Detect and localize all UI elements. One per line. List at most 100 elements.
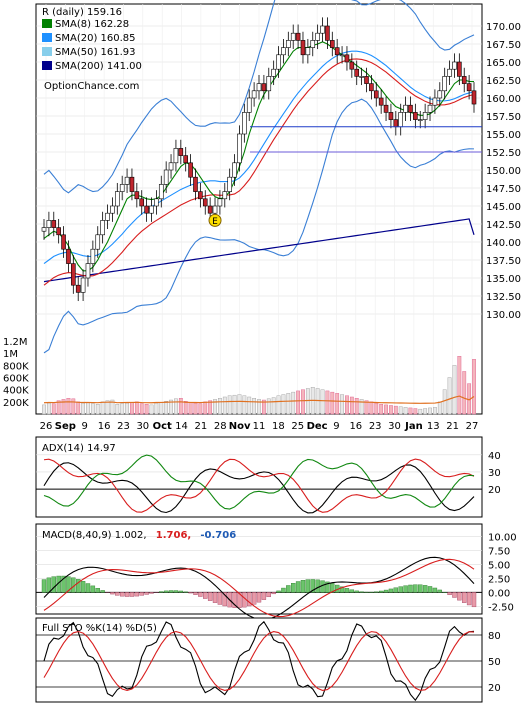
macd-histogram-bar (389, 589, 393, 592)
candle-body (247, 98, 251, 112)
macd-histogram-bar (159, 592, 163, 593)
candle-body (472, 91, 476, 104)
macd-histogram-bar (408, 585, 412, 592)
candle-body (433, 98, 437, 105)
legend-swatch (42, 47, 52, 56)
macd-histogram-bar (355, 591, 359, 593)
volume-bar (423, 409, 426, 414)
candle-body (66, 249, 70, 263)
volume-bar (335, 393, 338, 414)
volume-bar (86, 402, 89, 414)
volume-bar (292, 392, 295, 414)
candle-body (174, 148, 178, 162)
macd-histogram-bar (457, 592, 461, 600)
volume-bar (433, 407, 436, 414)
candle-body (62, 235, 66, 249)
volume-bar (243, 396, 246, 414)
macd-histogram-bar (125, 592, 129, 596)
price-tick-label: 135.00 (486, 274, 521, 285)
macd-histogram-bar (130, 592, 134, 596)
price-tick-label: 170.00 (486, 22, 521, 33)
volume-bar (67, 398, 70, 414)
candle-body (110, 206, 114, 213)
macd-histogram-bar (135, 592, 139, 596)
legend-label: SMA(8) 162.28 (55, 19, 129, 30)
macd-histogram-bar (150, 592, 154, 593)
volume-bar (448, 378, 451, 414)
legend-label: SMA(200) 141.00 (55, 61, 142, 72)
candle-body (252, 91, 256, 98)
macd-histogram-bar (345, 588, 349, 592)
candle-body (467, 84, 471, 91)
volume-bar (194, 403, 197, 414)
macd-histogram-bar (262, 592, 266, 599)
volume-bar (428, 408, 431, 414)
volume-bar (77, 402, 80, 414)
chart-title: R (daily) 159.16 (42, 7, 122, 18)
legend-label: SMA(20) 160.85 (55, 33, 136, 44)
volume-bar (267, 399, 270, 414)
candle-body (345, 55, 349, 62)
price-tick-label: 137.50 (486, 256, 521, 267)
volume-bar (101, 402, 104, 414)
price-tick-label: 155.00 (486, 130, 521, 141)
x-tick-label: 16 (349, 421, 362, 432)
volume-bar (164, 401, 167, 414)
legend-swatch (42, 33, 52, 42)
candle-body (335, 48, 339, 55)
legend-swatch (42, 19, 52, 28)
candle-body (281, 48, 285, 55)
macd-histogram-bar (86, 584, 90, 593)
volume-bar (125, 403, 128, 414)
candle-body (296, 33, 300, 40)
candle-body (169, 163, 173, 170)
volume-bar (130, 402, 133, 414)
candle-body (443, 76, 447, 90)
volume-bar (179, 398, 182, 414)
candle-body (286, 40, 290, 47)
volume-bar (384, 405, 387, 414)
candle-body (394, 120, 398, 127)
candle-body (384, 105, 388, 112)
candle-body (428, 105, 432, 112)
macd-histogram-bar (384, 590, 388, 592)
candle-body (71, 264, 75, 286)
volume-bar (91, 404, 94, 414)
volume-tick-label: 1M (3, 349, 18, 360)
macd-histogram-bar (164, 591, 168, 593)
macd-histogram-bar (423, 585, 427, 592)
x-tick-label: 14 (175, 421, 188, 432)
candle-body (179, 148, 183, 155)
macd-histogram-bar (433, 588, 437, 592)
adx-tick-label: 40 (488, 451, 501, 462)
price-tick-label: 150.00 (486, 166, 521, 177)
candle-body (340, 55, 344, 56)
x-tick-label: 21 (446, 421, 459, 432)
volume-bar (321, 390, 324, 414)
volume-bar (331, 392, 334, 414)
volume-bar (379, 404, 382, 414)
volume-bar (419, 409, 422, 414)
candle-body (438, 91, 442, 98)
volume-bar (301, 390, 304, 414)
candle-body (47, 220, 51, 227)
candle-body (374, 91, 378, 98)
candle-body (277, 55, 281, 69)
candle-body (418, 120, 422, 121)
candle-body (101, 220, 105, 234)
x-tick-label: 28 (214, 421, 227, 432)
candle-body (120, 184, 124, 191)
volume-tick-label: 1.2M (3, 337, 28, 348)
x-tick-label: 23 (117, 421, 130, 432)
candle-body (228, 177, 232, 191)
macd-histogram-bar (174, 591, 178, 593)
candle-body (218, 199, 222, 206)
candle-body (306, 48, 310, 55)
x-tick-label: 9 (82, 421, 88, 432)
macd-histogram-bar (374, 592, 378, 593)
x-tick-label: 11 (253, 421, 266, 432)
macd-histogram-bar (110, 592, 114, 594)
volume-bar (438, 402, 441, 414)
volume-bar (316, 388, 319, 414)
candle-body (140, 199, 144, 206)
